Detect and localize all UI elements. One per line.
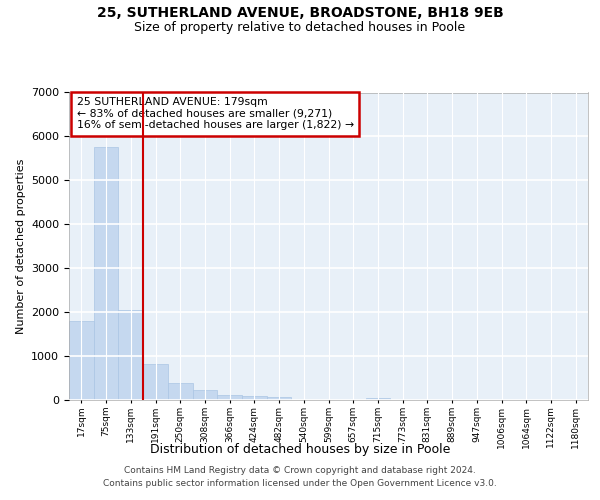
Bar	[242, 396, 267, 400]
Text: 25 SUTHERLAND AVENUE: 179sqm
← 83% of detached houses are smaller (9,271)
16% of: 25 SUTHERLAND AVENUE: 179sqm ← 83% of de…	[77, 97, 354, 130]
Bar	[118, 310, 143, 400]
Bar	[193, 390, 217, 400]
Text: Distribution of detached houses by size in Poole: Distribution of detached houses by size …	[150, 442, 450, 456]
Bar	[365, 398, 390, 400]
Bar	[143, 364, 168, 400]
Text: 25, SUTHERLAND AVENUE, BROADSTONE, BH18 9EB: 25, SUTHERLAND AVENUE, BROADSTONE, BH18 …	[97, 6, 503, 20]
Bar	[168, 384, 193, 400]
Bar	[217, 395, 242, 400]
Y-axis label: Number of detached properties: Number of detached properties	[16, 158, 26, 334]
Text: Size of property relative to detached houses in Poole: Size of property relative to detached ho…	[134, 21, 466, 34]
Bar	[69, 321, 94, 400]
Bar	[267, 397, 292, 400]
Text: Contains HM Land Registry data © Crown copyright and database right 2024.
Contai: Contains HM Land Registry data © Crown c…	[103, 466, 497, 487]
Bar	[94, 148, 118, 400]
